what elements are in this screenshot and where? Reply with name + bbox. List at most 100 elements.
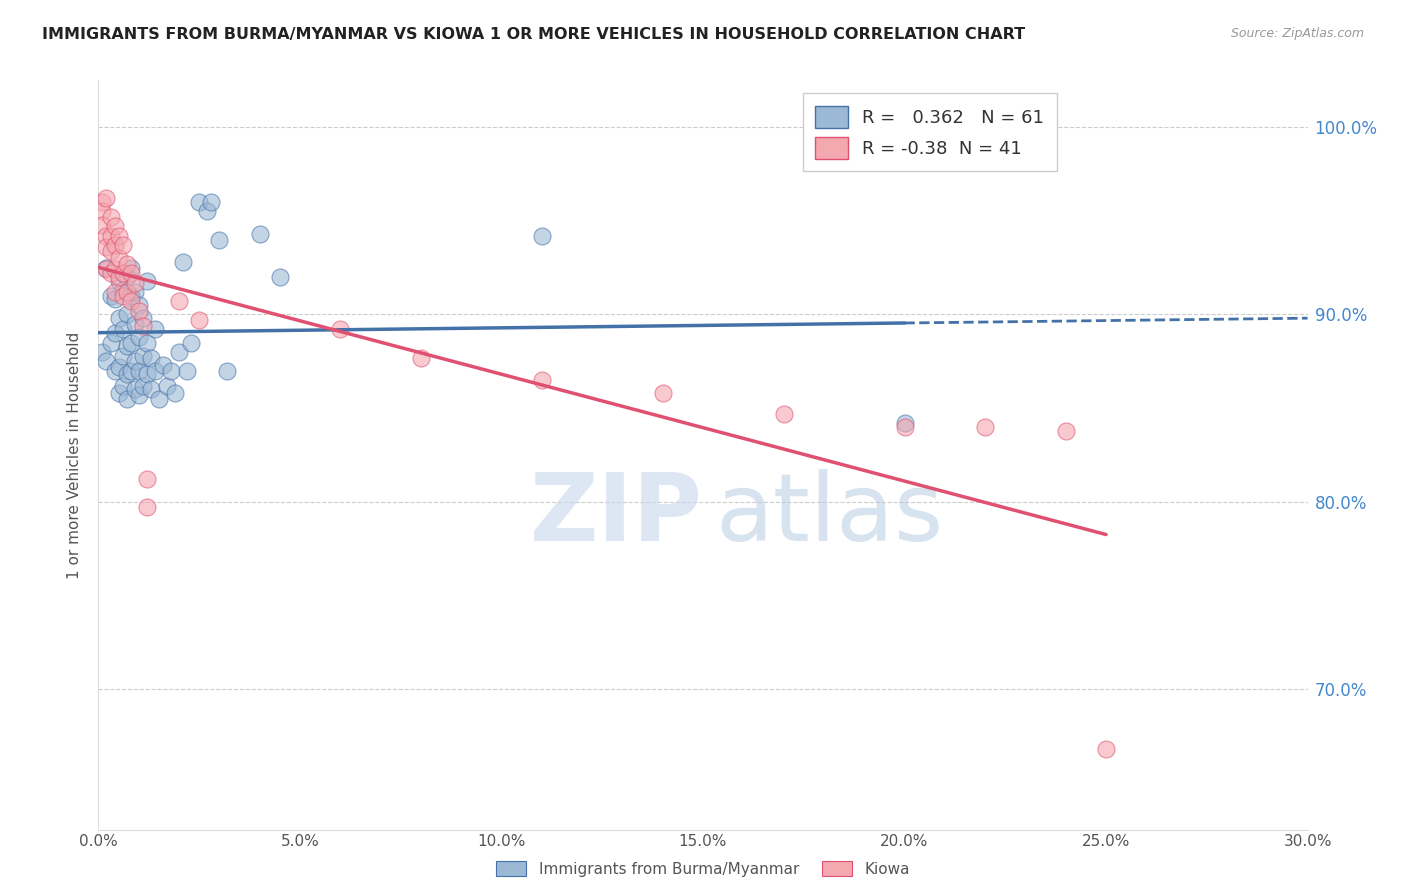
Point (128, 298, 150, 312)
Point (120, 294, 142, 309)
Point (91, 194, 114, 209)
Point (111, 238, 134, 252)
Legend: R =   0.362   N = 61, R = -0.38  N = 41: R = 0.362 N = 61, R = -0.38 N = 41 (803, 93, 1057, 171)
Point (115, 339, 138, 353)
Point (1054, 424, 1077, 438)
Point (132, 378, 155, 392)
Text: ZIP: ZIP (530, 469, 703, 561)
Point (893, 419, 915, 434)
Point (893, 416, 915, 430)
Point (96, 240, 118, 254)
Point (188, 194, 211, 209)
Point (530, 373, 553, 387)
Point (120, 266, 142, 280)
Point (111, 378, 134, 392)
Point (974, 419, 997, 434)
Point (96, 228, 118, 243)
Point (115, 257, 138, 271)
Point (103, 326, 125, 340)
Point (120, 363, 142, 377)
Point (100, 266, 122, 280)
Point (103, 262, 125, 277)
Point (172, 255, 194, 269)
Point (409, 351, 432, 365)
Point (103, 238, 125, 252)
Point (124, 317, 146, 331)
Point (135, 472, 157, 486)
Point (208, 232, 231, 246)
Point (107, 228, 129, 243)
Point (91, 218, 114, 232)
Text: atlas: atlas (716, 469, 943, 561)
Point (217, 363, 239, 377)
Point (115, 269, 138, 284)
Point (107, 251, 129, 265)
Point (100, 210, 122, 224)
Point (143, 322, 166, 336)
Point (269, 269, 291, 284)
Point (135, 368, 157, 382)
Point (107, 359, 129, 374)
Point (91, 344, 114, 359)
Point (143, 363, 166, 377)
Point (132, 311, 155, 326)
Point (152, 358, 174, 372)
Point (188, 313, 211, 327)
Point (249, 227, 271, 241)
Point (100, 228, 122, 243)
Point (156, 378, 179, 392)
Point (111, 283, 134, 297)
Y-axis label: 1 or more Vehicles in Household: 1 or more Vehicles in Household (67, 331, 83, 579)
Point (96, 262, 118, 277)
Point (132, 318, 155, 333)
Point (103, 293, 125, 307)
Point (329, 322, 352, 336)
Point (120, 335, 142, 350)
Point (96, 191, 118, 205)
Point (91, 204, 114, 219)
Point (111, 288, 134, 302)
Point (115, 285, 138, 299)
Point (128, 303, 150, 318)
Point (103, 285, 125, 299)
Text: IMMIGRANTS FROM BURMA/MYANMAR VS KIOWA 1 OR MORE VEHICLES IN HOUSEHOLD CORRELATI: IMMIGRANTS FROM BURMA/MYANMAR VS KIOWA 1… (42, 27, 1025, 42)
Point (107, 386, 129, 401)
Point (651, 386, 673, 401)
Point (124, 285, 146, 299)
Point (111, 266, 134, 280)
Point (195, 204, 218, 219)
Point (180, 335, 202, 350)
Point (128, 330, 150, 344)
Point (96, 260, 118, 275)
Point (176, 363, 198, 377)
Point (139, 382, 162, 396)
Point (96, 354, 118, 368)
Point (103, 219, 125, 234)
Point (160, 363, 183, 377)
Point (530, 228, 553, 243)
Point (100, 244, 122, 258)
Point (772, 407, 794, 421)
Point (115, 307, 138, 321)
Point (103, 363, 125, 377)
Point (120, 288, 142, 302)
Point (167, 344, 190, 359)
Point (135, 500, 157, 515)
Point (135, 335, 157, 350)
Point (100, 288, 122, 302)
Point (139, 351, 162, 365)
Point (148, 392, 170, 406)
Point (128, 388, 150, 402)
Point (107, 269, 129, 284)
Point (124, 382, 146, 396)
Point (111, 322, 134, 336)
Point (163, 386, 186, 401)
Point (100, 335, 122, 350)
Point (107, 274, 129, 288)
Point (200, 194, 222, 209)
Point (111, 349, 134, 363)
Point (1095, 742, 1118, 756)
Point (124, 354, 146, 368)
Legend: Immigrants from Burma/Myanmar, Kiowa: Immigrants from Burma/Myanmar, Kiowa (488, 853, 918, 884)
Point (115, 368, 138, 382)
